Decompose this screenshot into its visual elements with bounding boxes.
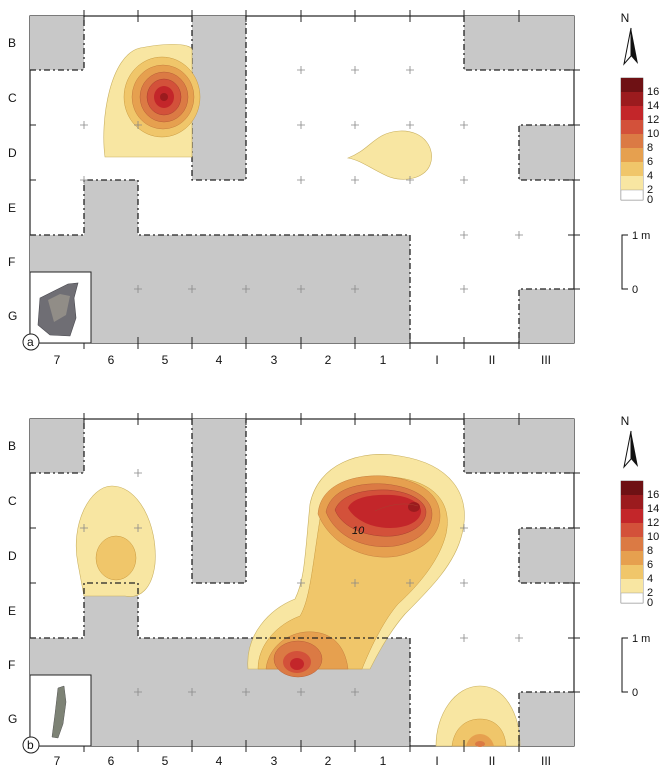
row-label: B: [8, 36, 16, 50]
artifact-image-b: [51, 685, 67, 739]
column-label: 3: [271, 353, 278, 367]
density-legend-a: 16 14 12 10 8 6 4 2 0: [620, 77, 659, 206]
column-label: 4: [216, 754, 223, 768]
grey-block-4: [192, 16, 246, 180]
north-label: N: [621, 11, 630, 25]
density-contours-b: [75, 454, 521, 747]
column-labels-a: 7 6 5 4 3 2 1 I II III: [54, 353, 551, 367]
scale-label-top: 1 m: [632, 230, 650, 242]
unexcavated-areas: [30, 16, 574, 343]
column-label: II: [489, 353, 496, 367]
row-labels-b: B C D E F G: [8, 439, 17, 726]
panel-badge-label: b: [27, 738, 34, 752]
legend-value: 10: [647, 128, 659, 140]
legend-value: 16: [647, 86, 659, 98]
grey-block-fg: [30, 180, 410, 343]
row-label: G: [8, 309, 17, 323]
row-label: F: [8, 255, 15, 269]
scale-label-bottom: 0: [632, 284, 638, 296]
north-arrow-icon: N: [621, 414, 638, 469]
legend-value: 6: [647, 156, 653, 168]
column-label: 3: [271, 754, 278, 768]
legend-value: 14: [647, 503, 659, 515]
column-label: 5: [162, 754, 169, 768]
grid-ticks-a: [30, 10, 580, 349]
column-label: 5: [162, 353, 169, 367]
column-labels-b: 7 6 5 4 3 2 1 I II III: [54, 754, 551, 768]
column-label: 6: [108, 353, 115, 367]
legend-value: 6: [647, 559, 653, 571]
row-labels-a: B C D E F G: [8, 36, 17, 323]
legend-value: 16: [647, 489, 659, 501]
dash-boundaries: [30, 16, 574, 343]
density-contours-a: [103, 44, 432, 180]
column-label: 7: [54, 353, 61, 367]
row-label: C: [8, 494, 17, 508]
panel-badge-b: [22, 736, 40, 754]
scale-label-top: 1 m: [632, 633, 650, 645]
contour-label: 10: [352, 525, 365, 537]
column-label: 1: [380, 353, 387, 367]
legend-value: 2: [647, 587, 653, 599]
scale-bar-a: 1 m 0: [621, 230, 650, 296]
column-label: 4: [216, 353, 223, 367]
scale-label-bottom: 0: [632, 687, 638, 699]
map-svg-a: B C D E F G a 7 6 5 4 3 2 1 I II III N: [8, 10, 659, 367]
panel-badge-label: a: [27, 335, 34, 349]
unexcavated-areas: [30, 419, 574, 746]
north-arrow-icon: N: [621, 11, 638, 66]
column-label: 1: [380, 754, 387, 768]
scale-bar-b: 1 m 0: [621, 633, 650, 699]
map-panel-a: B C D E F G a 7 6 5 4 3 2 1 I II III N: [0, 0, 659, 375]
legend-value: 2: [647, 184, 653, 196]
row-label: C: [8, 91, 17, 105]
grey-block-g-iii: [519, 289, 574, 343]
legend-value: 0: [647, 194, 653, 206]
legend-value: 14: [647, 100, 659, 112]
legend-value: 4: [647, 573, 653, 585]
row-label: E: [8, 604, 16, 618]
legend-value: 10: [647, 531, 659, 543]
grey-block-b-right: [464, 16, 574, 70]
row-label: D: [8, 549, 17, 563]
legend-value: 0: [647, 597, 653, 609]
column-label: 6: [108, 754, 115, 768]
map-svg-b: 10 B C D E F G: [8, 413, 659, 768]
legend-value: 12: [647, 114, 659, 126]
row-label: G: [8, 712, 17, 726]
legend-value: 8: [647, 142, 653, 154]
map-panel-b: 10 B C D E F G: [0, 394, 659, 769]
column-label: 7: [54, 754, 61, 768]
column-label: 2: [325, 754, 332, 768]
legend-value: 8: [647, 545, 653, 557]
row-label: B: [8, 439, 16, 453]
column-label: II: [489, 754, 496, 768]
column-label: 2: [325, 353, 332, 367]
grid-crosses-b: [80, 469, 523, 696]
column-label: I: [435, 754, 438, 768]
panel-badge-a: [22, 333, 40, 351]
legend-value: 12: [647, 517, 659, 529]
column-label: I: [435, 353, 438, 367]
column-label: III: [541, 353, 551, 367]
grid-ticks-b: [30, 413, 580, 752]
dash-boundaries: [30, 419, 574, 746]
grey-block-b7: [30, 16, 84, 70]
row-label: E: [8, 201, 16, 215]
legend-value: 4: [647, 170, 653, 182]
row-label: D: [8, 146, 17, 160]
grey-block-d-iii: [519, 125, 574, 180]
row-label: F: [8, 658, 15, 672]
density-legend-b: 16 14 12 10 8 6 4 2 0: [620, 480, 659, 609]
north-label: N: [621, 414, 630, 428]
grid-crosses-a: [80, 66, 523, 293]
column-label: III: [541, 754, 551, 768]
